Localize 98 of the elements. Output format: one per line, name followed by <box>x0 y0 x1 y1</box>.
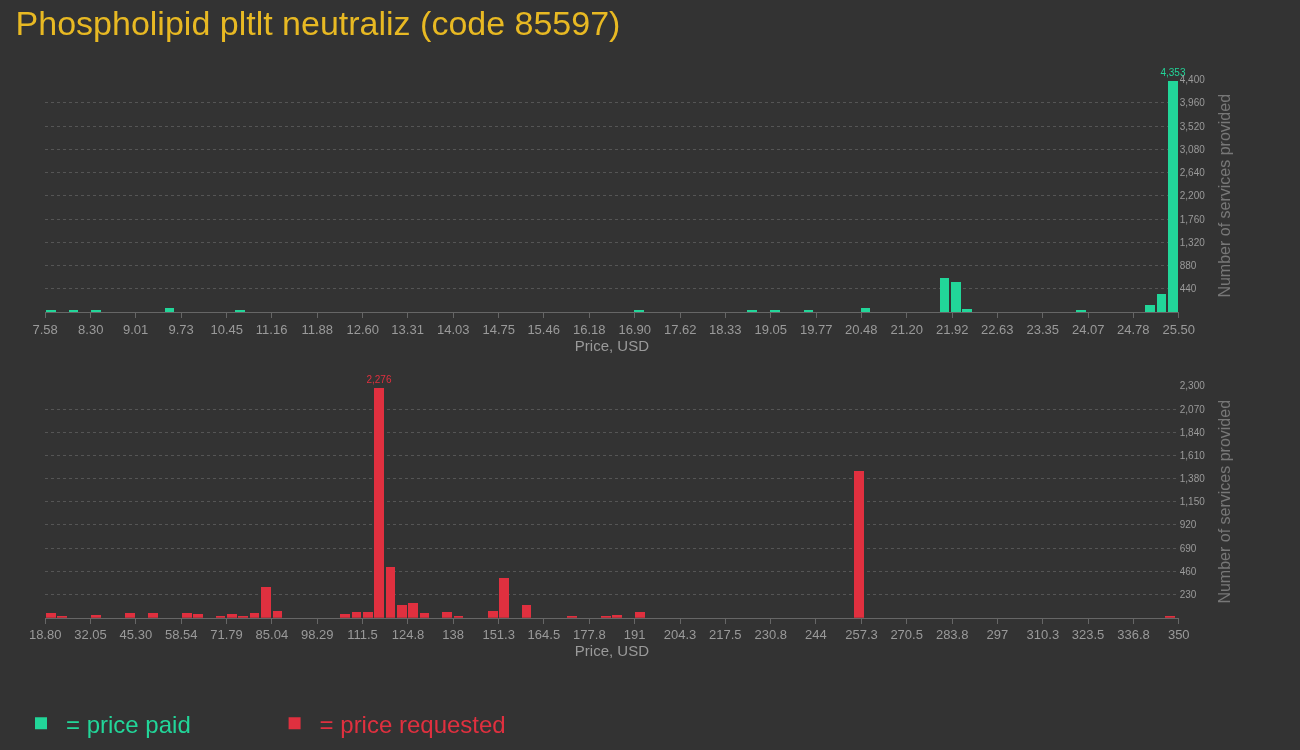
x-tick-label: 19.77 <box>800 321 833 337</box>
x-tick-label: 17.62 <box>664 321 697 337</box>
x-tick-label: 230.8 <box>754 627 788 643</box>
bar <box>1168 81 1179 313</box>
x-tick-label: 336.8 <box>1117 627 1150 643</box>
x-tick-label: 270.5 <box>890 627 923 643</box>
x-tick-label: 177.8 <box>573 627 606 643</box>
x-tick-label: 18.33 <box>708 321 742 337</box>
x-tick-label: 257.3 <box>845 627 878 643</box>
y-tick-label: 1,320 <box>1179 236 1206 248</box>
x-tick-label: 11.16 <box>255 321 288 337</box>
bar <box>522 604 532 618</box>
x-tick-label: 20.48 <box>844 321 878 337</box>
bar <box>386 566 396 618</box>
x-tick-label: 350 <box>1167 627 1190 643</box>
x-tick-label: 25.50 <box>1162 321 1196 337</box>
x-tick-label: 16.90 <box>618 321 652 337</box>
bar <box>261 586 272 618</box>
y-tick-label: 2,300 <box>1179 380 1206 392</box>
bar <box>235 310 246 313</box>
y-tick-label: 2,070 <box>1179 403 1206 415</box>
y-tick-label: 2,640 <box>1179 167 1206 179</box>
x-tick-label: 18.80 <box>28 627 62 643</box>
y-tick-label: 3,080 <box>1179 143 1206 155</box>
legend-label: = price requested <box>319 710 506 738</box>
bar <box>940 278 950 313</box>
x-axis-title: Price, USD <box>574 642 650 660</box>
legend-label: = price paid <box>66 710 191 738</box>
y-tick-label: 460 <box>1179 565 1197 577</box>
x-tick-label: 32.05 <box>74 627 107 643</box>
x-tick-label: 7.58 <box>32 321 58 337</box>
x-tick-label: 283.8 <box>935 627 969 643</box>
bar <box>770 310 781 313</box>
x-axis-title: Price, USD <box>574 336 650 354</box>
x-tick-label: 45.30 <box>119 627 153 643</box>
x-tick-label: 58.54 <box>164 627 198 643</box>
x-tick-label: 24.78 <box>1116 321 1150 337</box>
x-tick-label: 204.3 <box>663 627 697 643</box>
x-tick-label: 85.04 <box>255 627 289 643</box>
chart-title: Phospholipid pltlt neutraliz (code 85597) <box>15 4 621 43</box>
x-tick-label: 10.45 <box>210 321 243 337</box>
y-tick-label: 440 <box>1179 283 1197 295</box>
x-tick-label: 151.3 <box>482 627 515 643</box>
x-tick-label: 98.29 <box>300 627 334 643</box>
bar <box>91 310 102 313</box>
x-tick-label: 21.92 <box>936 321 969 337</box>
x-tick-label: 22.63 <box>980 321 1014 337</box>
data-label: 2,276 <box>366 373 392 385</box>
bar <box>804 310 814 313</box>
x-tick-label: 111.5 <box>347 627 378 643</box>
y-tick-label: 880 <box>1179 260 1197 272</box>
x-tick-label: 19.05 <box>754 321 788 337</box>
x-tick-label: 12.60 <box>346 321 379 337</box>
x-tick-label: 191 <box>623 627 646 643</box>
bar <box>747 310 758 313</box>
x-tick-label: 14.75 <box>482 321 515 337</box>
x-tick-label: 15.46 <box>527 321 560 337</box>
bar <box>1076 310 1087 313</box>
y-tick-label: 3,520 <box>1179 120 1206 132</box>
x-tick-label: 8.30 <box>78 321 104 337</box>
x-tick-label: 23.35 <box>1026 321 1060 337</box>
y-tick-label: 1,840 <box>1179 426 1206 438</box>
x-tick-label: 71.79 <box>210 627 243 643</box>
y-tick-label: 1,150 <box>1179 496 1206 508</box>
y-tick-label: 3,960 <box>1179 97 1206 109</box>
x-tick-label: 13.31 <box>391 321 424 337</box>
x-tick-label: 9.01 <box>122 321 149 337</box>
bar <box>165 308 175 313</box>
x-tick-label: 24.07 <box>1072 321 1105 337</box>
y-tick-label: 1,760 <box>1179 213 1206 225</box>
x-tick-label: 11.88 <box>301 321 333 337</box>
bar <box>1157 294 1167 313</box>
x-tick-label: 217.5 <box>708 627 742 643</box>
y-tick-label: 2,200 <box>1179 190 1206 202</box>
bar <box>634 310 645 313</box>
x-tick-label: 244 <box>805 627 827 643</box>
x-tick-label: 14.03 <box>436 321 470 337</box>
x-tick-label: 138 <box>442 627 464 643</box>
y-tick-label: 1,610 <box>1179 449 1206 461</box>
x-tick-label: 9.73 <box>168 321 194 337</box>
y-axis-title: Number of services provided <box>1215 399 1233 604</box>
bar <box>69 310 79 313</box>
x-tick-label: 21.20 <box>890 321 924 337</box>
y-tick-label: 1,380 <box>1179 473 1206 485</box>
y-axis-title: Number of services provided <box>1215 93 1233 298</box>
bar <box>46 310 57 313</box>
bar <box>861 308 871 313</box>
x-tick-label: 16.18 <box>572 321 606 337</box>
bar <box>1145 305 1156 313</box>
y-tick-label: 690 <box>1179 542 1197 554</box>
bar <box>854 470 865 618</box>
x-tick-label: 124.8 <box>391 627 425 643</box>
y-tick-label: 920 <box>1179 519 1197 531</box>
y-tick-label: 230 <box>1179 589 1197 601</box>
x-tick-label: 297 <box>986 627 1009 643</box>
x-tick-label: 164.5 <box>527 627 561 643</box>
x-tick-label: 310.3 <box>1026 627 1060 643</box>
x-tick-label: 323.5 <box>1071 627 1105 643</box>
